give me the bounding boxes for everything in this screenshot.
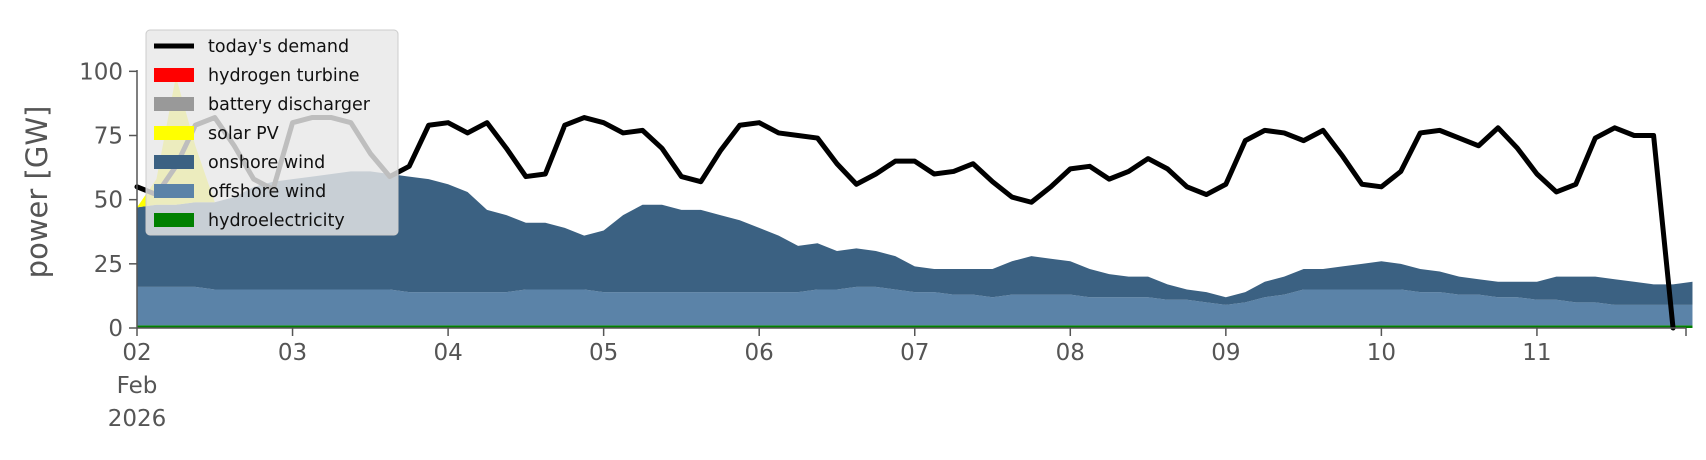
legend-label-hydroelectricity: hydroelectricity: [208, 211, 345, 231]
area-onshore-wind: [137, 171, 1693, 305]
y-tick-label: 0: [108, 316, 123, 342]
legend-swatch-onshore-wind: [154, 155, 194, 169]
legend-label-onshore-wind: onshore wind: [208, 153, 325, 173]
x-tick-label: Feb: [117, 373, 158, 399]
y-tick-label: 100: [79, 59, 123, 85]
axes: 0 25 50 75 100 02 Feb 2026 03 04 05 06 07 08 09 10 11: [79, 59, 1687, 432]
area-offshore-wind: [137, 286, 1693, 326]
x-tick-label: 10: [1367, 340, 1396, 366]
x-tick-label: 2026: [108, 406, 167, 432]
y-tick-label: 25: [94, 252, 123, 278]
legend-swatch-battery-discharger: [154, 97, 194, 111]
legend-label-battery-discharger: battery discharger: [208, 95, 371, 115]
legend-swatch-solar-pv: [154, 126, 194, 140]
legend-box: [145, 29, 399, 236]
legend-swatch-offshore-wind: [154, 184, 194, 198]
legend: today's demand hydrogen turbine battery di…: [145, 29, 399, 236]
x-tick-label: 06: [745, 340, 774, 366]
y-tick-label: 50: [94, 188, 123, 214]
legend-label-offshore-wind: offshore wind: [208, 182, 326, 202]
y-axis-label: power [GW]: [20, 106, 54, 279]
legend-label-solar-pv: solar PV: [208, 124, 279, 144]
x-tick-label: 07: [900, 340, 929, 366]
x-tick-label: 09: [1211, 340, 1240, 366]
x-tick-label: 08: [1056, 340, 1085, 366]
x-tick-label: 05: [589, 340, 618, 366]
x-tick-label: 03: [278, 340, 307, 366]
legend-swatch-hydroelectricity: [154, 213, 194, 227]
x-tick-label: 02: [122, 340, 151, 366]
legend-label-today-s-demand: today's demand: [208, 37, 349, 57]
x-tick-label: 04: [433, 340, 462, 366]
y-tick-label: 75: [94, 124, 123, 150]
x-tick-label: 11: [1522, 340, 1551, 366]
legend-label-hydrogen-turbine: hydrogen turbine: [208, 66, 360, 86]
legend-swatch-hydrogen-turbine: [154, 68, 194, 82]
